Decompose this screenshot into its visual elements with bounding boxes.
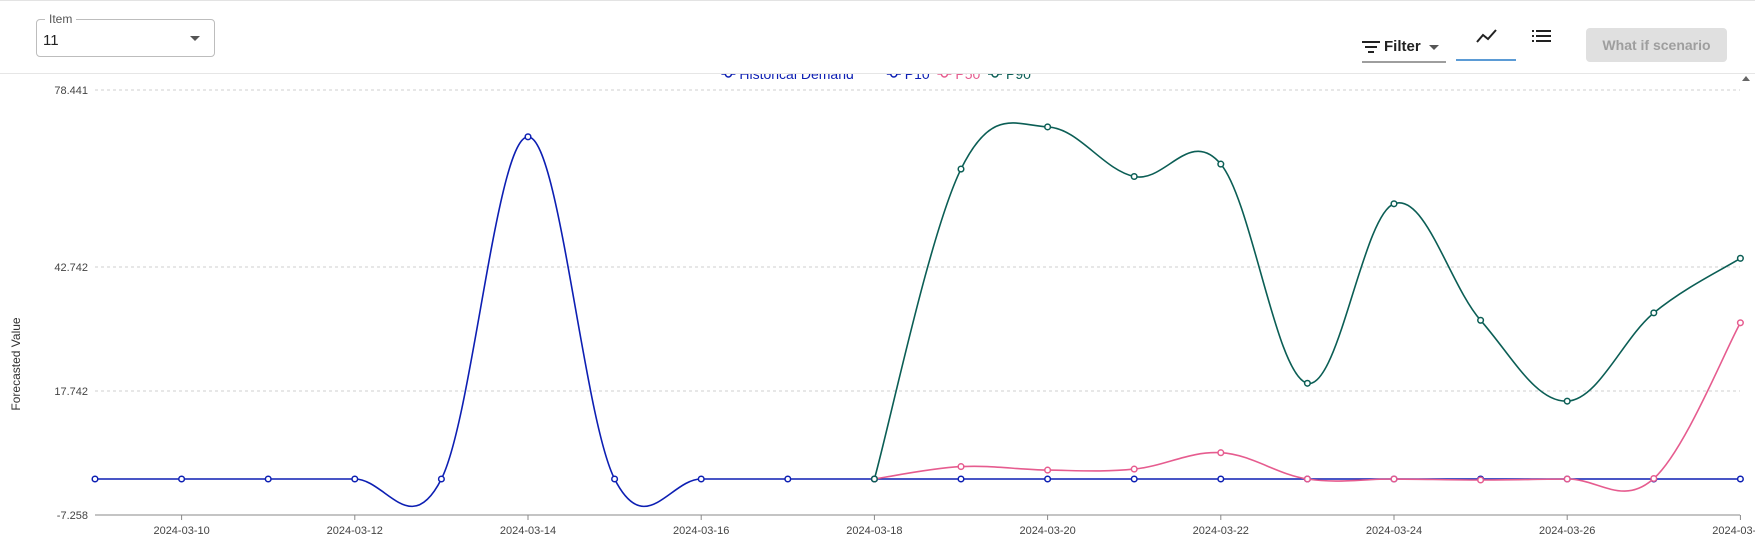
legend-label: P10: [905, 74, 930, 82]
list-icon: [1532, 28, 1552, 44]
axes: 78.441 42.742 17.742 -7.258 2024-03-10 2024-0…: [54, 85, 1755, 537]
x-tick-label: 2024-03-28: [1712, 525, 1755, 537]
legend-item[interactable]: P10: [887, 74, 930, 82]
data-point[interactable]: [1218, 450, 1224, 456]
chevron-down-icon: [190, 36, 200, 41]
series-p50: [872, 320, 1744, 491]
series-line: [874, 323, 1740, 491]
y-tick-label: -7.258: [57, 510, 88, 522]
series-historical-demand: [92, 134, 877, 506]
series-line: [874, 123, 1740, 479]
data-point[interactable]: [1045, 467, 1051, 473]
x-tick-label: 2024-03-16: [673, 525, 729, 537]
data-point[interactable]: [1738, 320, 1744, 326]
y-tick-label: 42.742: [54, 262, 88, 274]
filter-icon: [1362, 39, 1380, 55]
what-if-scenario-button[interactable]: What if scenario: [1586, 28, 1727, 62]
legend-item[interactable]: P50: [937, 74, 980, 82]
data-point[interactable]: [92, 476, 98, 482]
item-select-label: Item: [45, 12, 76, 26]
legend-item[interactable]: P90: [988, 74, 1031, 82]
data-point[interactable]: [265, 476, 271, 482]
filter-label: Filter: [1384, 38, 1421, 55]
x-tick-label: 2024-03-26: [1539, 525, 1595, 537]
series-line: [95, 137, 874, 507]
legend: Historical Demand P10 P50 P90: [721, 74, 1031, 82]
legend-label: P90: [1006, 74, 1031, 82]
data-point[interactable]: [1651, 476, 1657, 482]
data-point[interactable]: [1391, 476, 1397, 482]
data-point[interactable]: [1478, 318, 1484, 324]
grid-lines: [95, 90, 1740, 391]
data-point[interactable]: [1045, 476, 1051, 482]
list-view-tab[interactable]: [1528, 25, 1558, 51]
data-point[interactable]: [1564, 398, 1570, 404]
toolbar: Item 11 Filter What if scenario: [0, 1, 1755, 74]
data-point[interactable]: [1391, 201, 1397, 207]
chevron-down-icon: [1429, 45, 1439, 50]
x-tick-label: 2024-03-14: [500, 525, 556, 537]
data-point[interactable]: [1738, 256, 1744, 262]
legend-label: Historical Demand: [739, 74, 853, 82]
data-point[interactable]: [1131, 476, 1137, 482]
series-p90: [872, 123, 1744, 482]
legend-item[interactable]: Historical Demand: [721, 74, 853, 82]
data-point[interactable]: [352, 476, 358, 482]
data-point[interactable]: [698, 476, 704, 482]
legend-swatch-marker: [891, 74, 897, 77]
data-point[interactable]: [1131, 174, 1137, 180]
data-point[interactable]: [1131, 466, 1137, 472]
data-point[interactable]: [872, 476, 878, 482]
filter-button[interactable]: Filter: [1362, 35, 1446, 63]
item-select-value: 11: [43, 32, 59, 49]
data-point[interactable]: [525, 134, 531, 140]
y-axis-label: Forecasted Value: [9, 317, 23, 410]
data-point[interactable]: [785, 476, 791, 482]
x-tick-label: 2024-03-24: [1366, 525, 1422, 537]
x-tick-label: 2024-03-12: [327, 525, 383, 537]
legend-swatch-marker: [941, 74, 947, 77]
item-select[interactable]: Item 11: [36, 19, 215, 57]
series-lines: [92, 123, 1743, 506]
x-tick-label: 2024-03-10: [153, 525, 209, 537]
forecast-chart: 78.441 42.742 17.742 -7.258 2024-03-10 2024-0…: [0, 74, 1755, 544]
data-point[interactable]: [1738, 476, 1744, 482]
data-point[interactable]: [958, 476, 964, 482]
data-point[interactable]: [179, 476, 185, 482]
y-tick-label: 78.441: [54, 85, 88, 97]
data-point[interactable]: [1478, 477, 1484, 483]
x-tick-label: 2024-03-18: [846, 525, 902, 537]
legend-swatch-marker: [725, 74, 731, 77]
data-point[interactable]: [958, 166, 964, 172]
legend-label: P50: [955, 74, 980, 82]
data-point[interactable]: [1218, 161, 1224, 167]
data-point[interactable]: [1564, 476, 1570, 482]
x-tick-label: 2024-03-20: [1019, 525, 1075, 537]
data-point[interactable]: [612, 476, 618, 482]
chart-view-tab[interactable]: [1456, 23, 1516, 61]
data-point[interactable]: [1218, 476, 1224, 482]
line-chart-icon: [1476, 28, 1498, 44]
data-point[interactable]: [1305, 380, 1311, 386]
x-tick-label: 2024-03-22: [1193, 525, 1249, 537]
data-point[interactable]: [439, 476, 445, 482]
legend-swatch-marker: [992, 74, 998, 77]
y-tick-label: 17.742: [54, 386, 88, 398]
data-point[interactable]: [1651, 310, 1657, 316]
data-point[interactable]: [958, 464, 964, 470]
data-point[interactable]: [1045, 124, 1051, 130]
data-point[interactable]: [1305, 476, 1311, 482]
